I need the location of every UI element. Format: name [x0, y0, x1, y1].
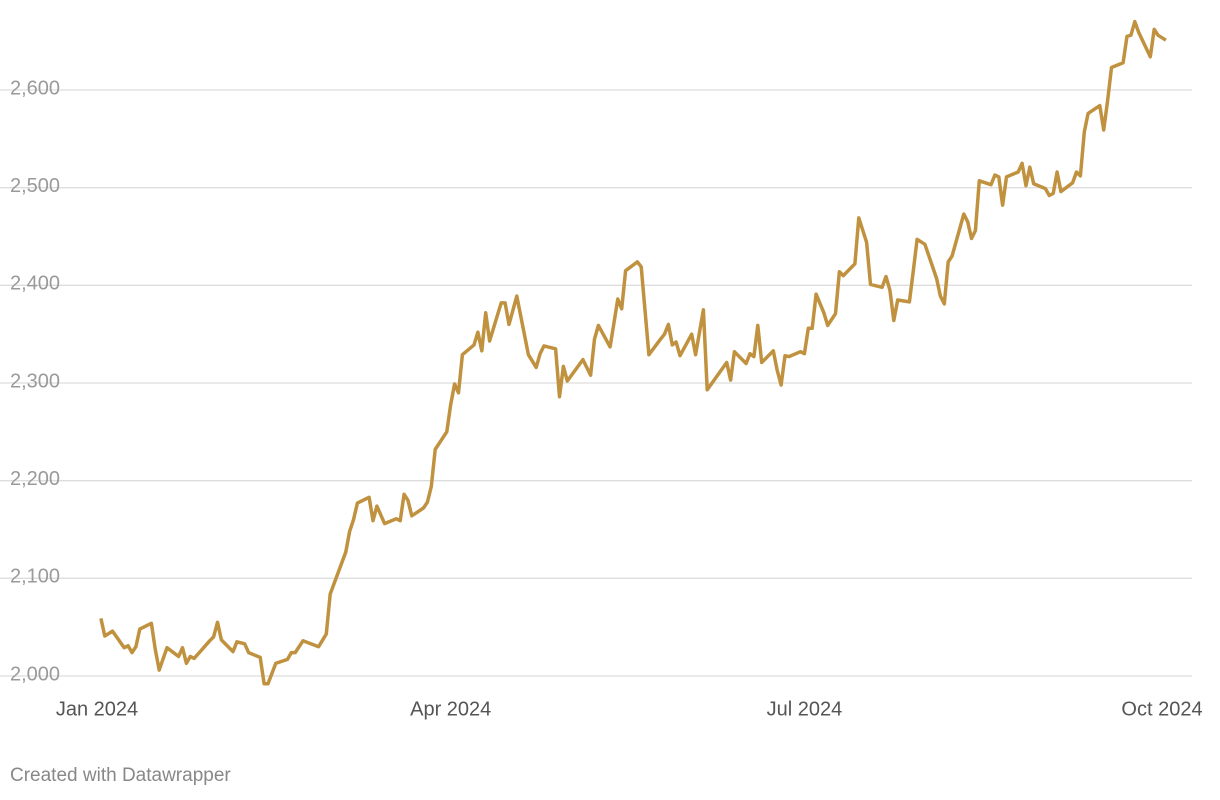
x-tick-label: Jan 2024	[56, 698, 138, 720]
y-tick-label: 2,400	[10, 273, 60, 295]
y-tick-label: 2,500	[10, 175, 60, 197]
y-tick-label: 2,600	[10, 77, 60, 99]
footer: Created with Datawrapper	[10, 765, 231, 786]
y-tick-label: 2,100	[10, 566, 60, 588]
x-tick-label: Oct 2024	[1121, 698, 1202, 720]
price-line	[99, 19, 1167, 686]
x-tick-label: Apr 2024	[410, 698, 491, 720]
y-tick-label: 2,300	[10, 370, 60, 392]
y-tick-label: 2,000	[10, 663, 60, 685]
y-tick-label: 2,200	[10, 468, 60, 490]
x-tick-label: Jul 2024	[767, 698, 843, 720]
